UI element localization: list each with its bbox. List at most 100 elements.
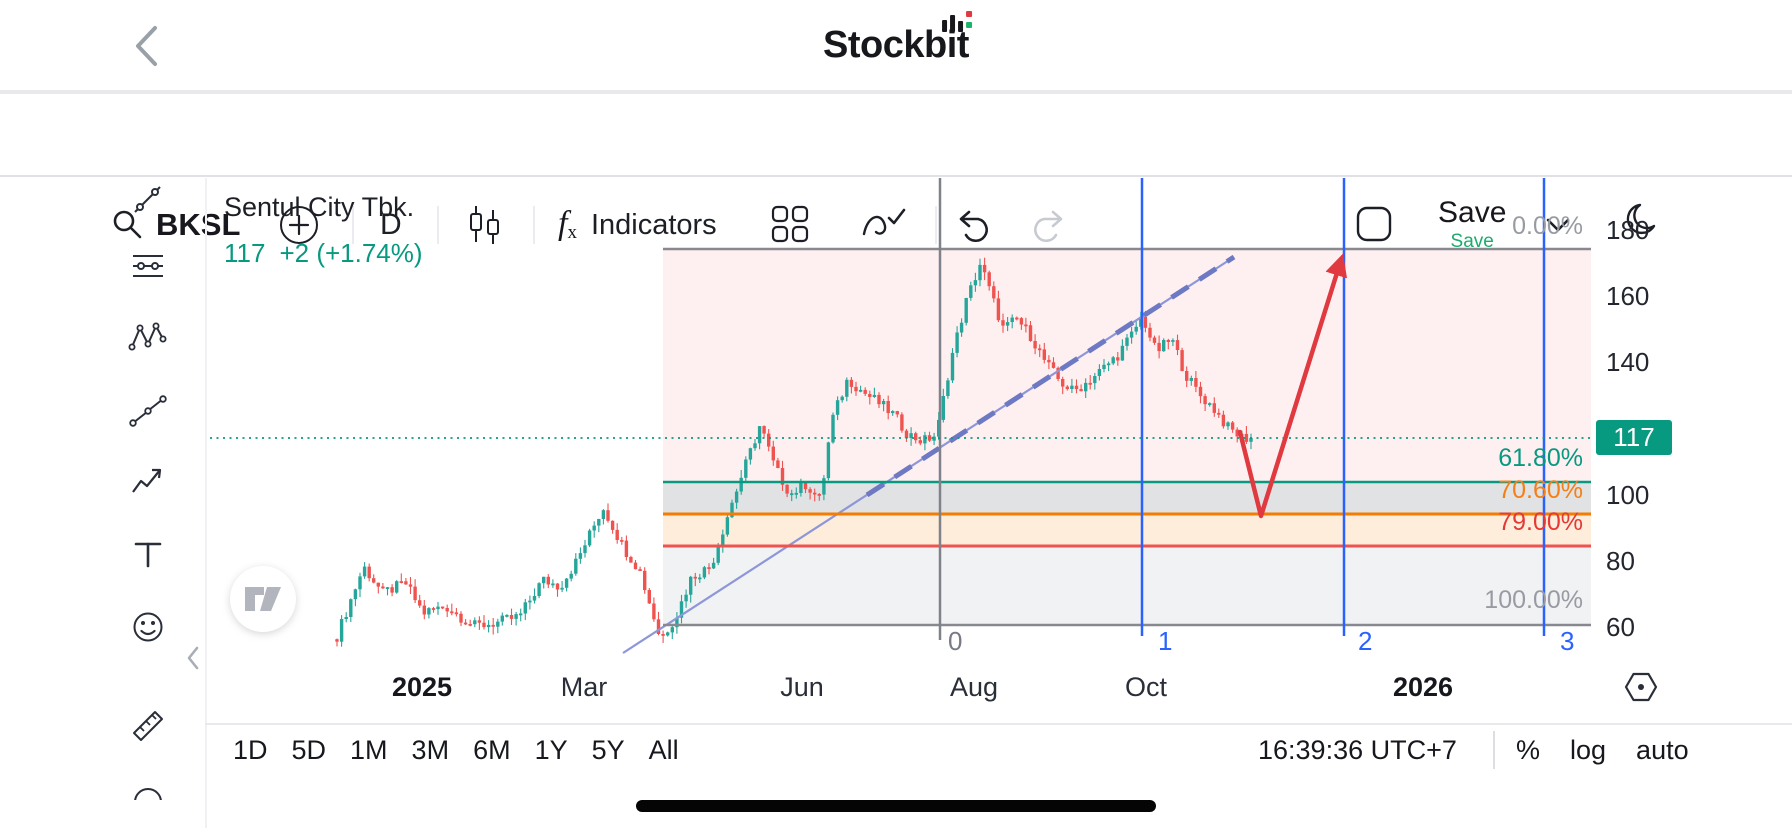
range-selector: 1D 5D 1M 3M 6M 1Y 5Y All bbox=[233, 735, 679, 766]
symbol-label: BKSL bbox=[156, 207, 241, 242]
moon-icon bbox=[1626, 203, 1656, 235]
square-outline-icon bbox=[1356, 206, 1392, 242]
header-divider bbox=[0, 90, 1792, 94]
search-icon bbox=[113, 210, 142, 239]
toolbar-divider bbox=[0, 175, 1792, 177]
last-price: 117 bbox=[224, 238, 266, 268]
save-label: Save bbox=[1438, 196, 1507, 229]
app-header: Stockbit bbox=[0, 0, 1792, 90]
chart-style-button[interactable] bbox=[462, 202, 506, 246]
scale-options: % log auto bbox=[1516, 735, 1689, 766]
xabcd-pattern-tool[interactable] bbox=[128, 318, 168, 358]
symbol-search-button[interactable]: BKSL bbox=[110, 202, 240, 248]
gear-icon bbox=[1624, 672, 1658, 702]
y-tick: 100 bbox=[1606, 480, 1650, 510]
toolbar-separator bbox=[437, 206, 439, 244]
toolbar-separator bbox=[935, 206, 937, 244]
time-marker-0: 0 bbox=[948, 626, 963, 656]
symbol-quote: 117 +2 (+1.74%) bbox=[224, 238, 423, 269]
fib-label-100: 100.00% bbox=[1484, 586, 1583, 614]
range-1y[interactable]: 1Y bbox=[534, 735, 568, 765]
range-6m[interactable]: 6M bbox=[473, 735, 511, 765]
indicators-label: Indicators bbox=[590, 208, 717, 241]
x-tick-month: Jun bbox=[780, 672, 824, 702]
percent-scale-button[interactable]: % bbox=[1516, 735, 1541, 765]
chart-plot[interactable] bbox=[210, 178, 1591, 723]
y-tick: 180 bbox=[1606, 215, 1650, 245]
brand: Stockbit bbox=[823, 11, 972, 67]
trend-line-tool[interactable] bbox=[128, 180, 168, 220]
fib-retracement-tool[interactable] bbox=[128, 246, 168, 286]
trend-based-fib-tool[interactable] bbox=[128, 393, 168, 433]
undo-icon bbox=[959, 210, 988, 243]
drawing-tools-button[interactable] bbox=[858, 200, 908, 246]
trend-line-drawing[interactable] bbox=[622, 254, 1236, 654]
chart-toolbar: BKSL D fx Indicators bbox=[0, 94, 1792, 252]
auto-scale-button[interactable]: auto bbox=[1636, 735, 1689, 765]
chevron-down-icon bbox=[1546, 218, 1570, 232]
x-tick-month: Aug bbox=[949, 672, 999, 702]
back-button[interactable] bbox=[128, 20, 170, 72]
x-tick-year: 2025 bbox=[391, 672, 453, 702]
fib-label-618: 61.80% bbox=[1498, 444, 1583, 472]
fx-icon: fx bbox=[558, 205, 577, 244]
price-badge: 117 bbox=[1596, 420, 1672, 455]
collapse-chevron-icon bbox=[187, 646, 199, 670]
tradingview-logo bbox=[230, 566, 296, 632]
emoji-tool[interactable] bbox=[128, 607, 168, 647]
x-tick-year: 2026 bbox=[1392, 672, 1454, 702]
fib-label-0: 0.00% bbox=[1512, 212, 1583, 240]
fib-label-79: 79.00% bbox=[1498, 508, 1583, 536]
text-tool[interactable] bbox=[128, 534, 168, 574]
interval-button[interactable]: D bbox=[380, 208, 402, 241]
fib-level-lines[interactable] bbox=[663, 247, 1591, 627]
layout-grid-button[interactable] bbox=[768, 202, 812, 246]
redo-icon bbox=[1034, 210, 1063, 243]
add-compare-button[interactable] bbox=[278, 204, 320, 246]
projection-arrow-drawing[interactable] bbox=[1237, 253, 1348, 519]
range-1d[interactable]: 1D bbox=[233, 735, 268, 765]
range-5d[interactable]: 5D bbox=[291, 735, 327, 765]
zoom-tool[interactable] bbox=[128, 782, 168, 800]
sidebar-divider bbox=[205, 178, 207, 828]
x-tick-month: Oct bbox=[1124, 672, 1168, 702]
save-button[interactable]: Save Save bbox=[1438, 196, 1506, 253]
y-tick: 160 bbox=[1606, 281, 1650, 311]
candlestick-series bbox=[335, 257, 1253, 647]
layout-grid-icon bbox=[771, 205, 809, 243]
redo-button[interactable] bbox=[1028, 206, 1070, 244]
measure-ruler-tool[interactable] bbox=[128, 706, 168, 746]
drawing-toolbar bbox=[97, 178, 200, 800]
bottom-separator bbox=[1493, 731, 1495, 769]
dark-mode-button[interactable] bbox=[1620, 198, 1668, 246]
price-change: +2 (+1.74%) bbox=[279, 238, 423, 268]
log-scale-button[interactable]: log bbox=[1570, 735, 1607, 765]
range-1m[interactable]: 1M bbox=[350, 735, 388, 765]
axis-settings-button[interactable] bbox=[1622, 668, 1660, 706]
toolbar-separator bbox=[533, 206, 535, 244]
range-3m[interactable]: 3M bbox=[411, 735, 450, 765]
home-indicator bbox=[636, 800, 1156, 812]
time-marker-3: 3 bbox=[1560, 626, 1575, 656]
y-tick: 140 bbox=[1606, 347, 1650, 377]
collapse-sidebar-handle[interactable] bbox=[184, 634, 202, 682]
symbol-title: Sentul City Tbk. bbox=[224, 192, 415, 222]
toolbar-separator bbox=[352, 206, 354, 244]
candles-icon bbox=[470, 206, 499, 244]
save-dropdown-button[interactable] bbox=[1545, 216, 1571, 234]
fib-retracement-drawing[interactable] bbox=[663, 249, 1591, 625]
undo-button[interactable] bbox=[952, 206, 994, 244]
time-marker-1: 1 bbox=[1158, 626, 1173, 656]
indicators-button[interactable]: fx Indicators bbox=[558, 202, 717, 248]
back-chevron-icon bbox=[136, 26, 157, 66]
x-tick-month: Mar bbox=[560, 672, 608, 702]
snapshot-button[interactable] bbox=[1352, 202, 1396, 246]
fib-label-706: 70.60% bbox=[1498, 476, 1583, 504]
clock[interactable]: 16:39:36 UTC+7 bbox=[1258, 735, 1457, 765]
range-all[interactable]: All bbox=[648, 735, 679, 765]
arrow-projection-tool[interactable] bbox=[128, 461, 168, 501]
y-tick: 60 bbox=[1606, 612, 1635, 642]
bottom-divider bbox=[205, 723, 1792, 725]
range-5y[interactable]: 5Y bbox=[591, 735, 625, 765]
stockbit-logo-icon bbox=[941, 10, 973, 34]
